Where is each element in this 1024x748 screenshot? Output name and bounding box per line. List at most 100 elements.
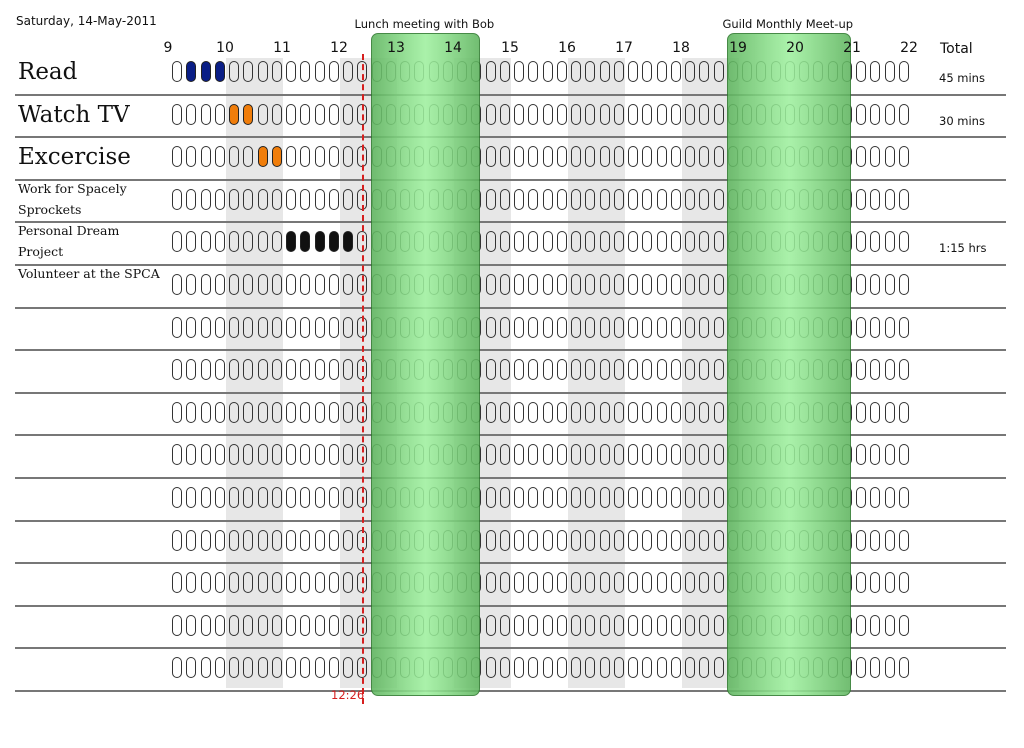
time-slot[interactable] [485,572,496,594]
time-slot[interactable] [328,103,339,125]
time-slot[interactable] [271,572,282,594]
time-slot[interactable] [542,188,553,210]
time-slot[interactable] [628,401,638,423]
time-slot[interactable] [613,359,624,381]
time-slot[interactable] [485,529,496,551]
time-slot[interactable] [656,274,667,295]
time-slot[interactable] [514,359,524,381]
event-block[interactable] [370,33,481,696]
time-slot-filled[interactable] [200,61,211,82]
time-slot[interactable] [685,614,695,636]
time-slot[interactable] [328,614,339,636]
time-slot[interactable] [898,231,909,253]
time-slot[interactable] [571,444,581,466]
time-slot[interactable] [314,614,325,636]
time-slot[interactable] [585,231,596,253]
time-slot[interactable] [670,359,681,381]
time-slot[interactable] [571,614,581,636]
time-slot[interactable] [599,614,610,636]
time-slot[interactable] [243,529,254,551]
time-slot[interactable] [884,316,895,338]
time-slot[interactable] [200,657,211,679]
time-slot[interactable] [243,316,254,338]
time-slot[interactable] [314,146,325,168]
time-slot[interactable] [499,487,510,508]
time-slot[interactable] [884,231,895,253]
time-slot[interactable] [300,657,311,679]
time-slot[interactable] [514,316,524,338]
time-slot[interactable] [713,61,724,82]
time-slot[interactable] [656,572,667,594]
time-slot[interactable] [542,359,553,381]
time-slot[interactable] [870,231,881,253]
time-slot[interactable] [314,188,325,210]
time-slot-filled[interactable] [229,103,239,125]
time-slot[interactable] [898,61,909,82]
time-slot[interactable] [300,103,311,125]
time-slot[interactable] [172,231,182,253]
time-slot[interactable] [556,614,567,636]
time-slot[interactable] [613,274,624,295]
time-slot[interactable] [514,572,524,594]
time-slot[interactable] [528,231,539,253]
time-slot[interactable] [271,529,282,551]
time-slot-filled[interactable] [257,146,268,168]
time-slot[interactable] [271,614,282,636]
time-slot[interactable] [898,188,909,210]
time-slot[interactable] [186,274,197,295]
time-slot[interactable] [200,487,211,508]
time-slot[interactable] [300,401,311,423]
time-slot[interactable] [856,103,866,125]
time-slot[interactable] [271,188,282,210]
time-slot[interactable] [328,529,339,551]
time-slot[interactable] [286,103,296,125]
time-slot[interactable] [656,316,667,338]
time-slot[interactable] [585,487,596,508]
time-slot[interactable] [499,529,510,551]
time-slot[interactable] [699,487,710,508]
time-slot[interactable] [642,359,653,381]
time-slot[interactable] [172,61,182,82]
time-slot[interactable] [286,316,296,338]
time-slot[interactable] [514,146,524,168]
time-slot[interactable] [884,444,895,466]
time-slot[interactable] [300,146,311,168]
time-slot[interactable] [699,316,710,338]
time-slot[interactable] [585,274,596,295]
time-slot[interactable] [542,614,553,636]
time-slot[interactable] [485,103,496,125]
time-slot[interactable] [670,614,681,636]
time-slot[interactable] [898,274,909,295]
time-slot[interactable] [214,401,225,423]
time-slot[interactable] [485,401,496,423]
time-slot[interactable] [670,529,681,551]
time-slot[interactable] [613,188,624,210]
time-slot-filled[interactable] [314,231,325,253]
time-slot[interactable] [870,316,881,338]
time-slot[interactable] [257,487,268,508]
time-slot[interactable] [670,572,681,594]
time-slot[interactable] [699,274,710,295]
time-slot[interactable] [186,614,197,636]
time-slot[interactable] [613,61,624,82]
time-slot[interactable] [870,614,881,636]
time-slot[interactable] [870,401,881,423]
time-slot[interactable] [485,316,496,338]
time-slot[interactable] [514,274,524,295]
time-slot[interactable] [200,103,211,125]
time-slot[interactable] [485,146,496,168]
time-slot[interactable] [685,316,695,338]
time-slot[interactable] [613,231,624,253]
time-slot[interactable] [628,103,638,125]
time-slot[interactable] [699,657,710,679]
time-slot[interactable] [613,103,624,125]
time-slot[interactable] [257,188,268,210]
time-slot[interactable] [300,487,311,508]
time-slot[interactable] [485,614,496,636]
time-slot[interactable] [485,444,496,466]
time-slot[interactable] [656,359,667,381]
time-slot[interactable] [186,231,197,253]
time-slot[interactable] [257,103,268,125]
time-slot[interactable] [685,657,695,679]
time-slot-filled[interactable] [300,231,311,253]
